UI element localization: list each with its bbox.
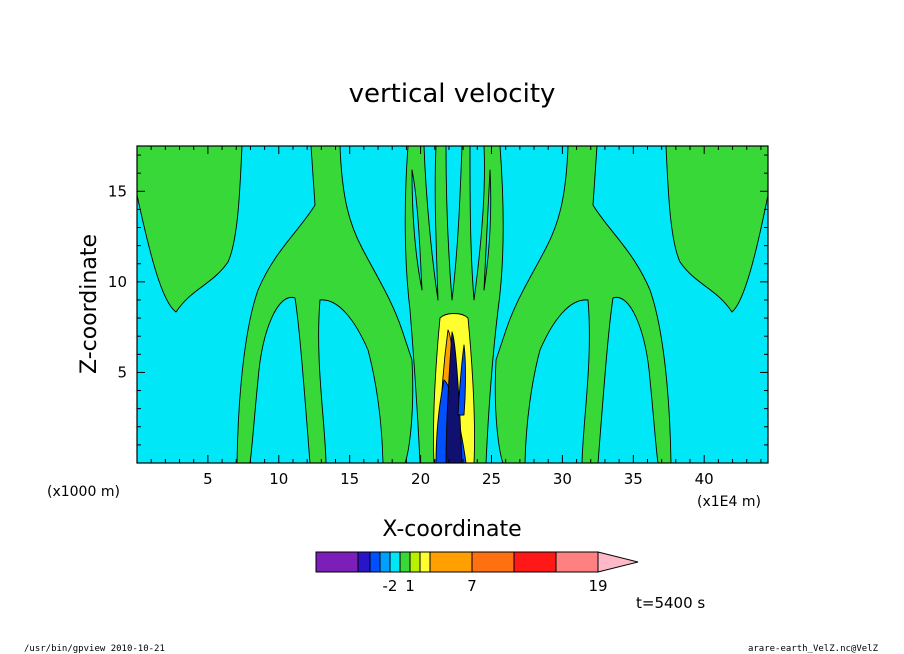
contour-region-5	[423, 146, 439, 301]
colorbar-swatch	[379, 551, 391, 573]
x-axis: 5 10 15 20 25 30 35 40	[150, 146, 762, 488]
footer-left: /usr/bin/gpview 2010-10-21	[24, 644, 165, 654]
x-tick-label: 40	[695, 470, 714, 488]
y-tick-label: 10	[108, 273, 127, 291]
contour-region-9	[483, 169, 492, 291]
colorbar-swatch	[357, 551, 371, 573]
colorbar-swatch	[513, 551, 557, 573]
y-tick-label: 5	[117, 363, 127, 381]
x-axis-unit: (x1000 m)	[47, 484, 120, 500]
colorbar-label: 1	[405, 577, 415, 595]
colorbar-swatch	[471, 551, 515, 573]
x-tick-label: 20	[411, 470, 430, 488]
y-axis-label: Z-coordinate	[77, 234, 102, 374]
colorbar-swatch	[389, 551, 401, 573]
x-axis-label: X-coordinate	[382, 517, 521, 542]
y-axis: 5 10 15	[108, 154, 768, 446]
colorbar-swatch	[399, 551, 411, 573]
colorbar-label: -2	[383, 577, 398, 595]
colorbar-label: 7	[467, 577, 477, 595]
footer-right: arare-earth_VelZ.nc@VelZ	[747, 644, 878, 654]
colorbar: -2 1 7 19	[315, 551, 639, 595]
x-tick-label: 15	[340, 470, 359, 488]
y-axis-unit: (x1E4 m)	[697, 494, 761, 510]
x-tick-label: 25	[482, 470, 501, 488]
contour-region-1	[665, 146, 768, 313]
contour-field	[137, 146, 768, 463]
contour-region-13	[445, 331, 463, 463]
contour-region-3	[494, 146, 672, 463]
contour-region-8	[411, 169, 423, 291]
contour-region-0	[137, 146, 243, 313]
colorbar-arrow	[597, 551, 639, 573]
colorbar-swatch	[315, 551, 359, 573]
contour-region-6	[445, 146, 463, 301]
colorbar-swatch	[419, 551, 431, 573]
x-tick-label: 35	[624, 470, 643, 488]
x-tick-label: 10	[269, 470, 288, 488]
colorbar-label: 19	[588, 577, 607, 595]
colorbar-swatch	[369, 551, 381, 573]
chart-title: vertical velocity	[349, 79, 556, 109]
colorbar-swatch	[409, 551, 421, 573]
x-tick-label: 5	[203, 470, 213, 488]
time-label: t=5400 s	[636, 594, 705, 612]
colorbar-swatch	[555, 551, 599, 573]
x-tick-label: 30	[553, 470, 572, 488]
contour-region-7	[469, 146, 485, 301]
contour-region-2	[236, 146, 414, 463]
contour-region-14	[457, 344, 466, 416]
plot-frame	[136, 145, 769, 464]
y-tick-label: 15	[108, 182, 127, 200]
colorbar-swatch	[429, 551, 473, 573]
